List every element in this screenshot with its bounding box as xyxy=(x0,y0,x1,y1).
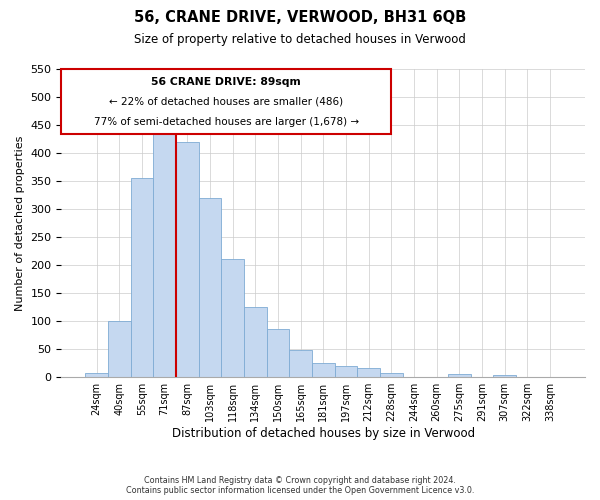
Bar xyxy=(153,128,176,377)
Bar xyxy=(335,366,357,377)
FancyBboxPatch shape xyxy=(61,69,391,134)
Text: 77% of semi-detached houses are larger (1,678) →: 77% of semi-detached houses are larger (… xyxy=(94,117,359,127)
Text: 56 CRANE DRIVE: 89sqm: 56 CRANE DRIVE: 89sqm xyxy=(151,77,301,87)
Y-axis label: Number of detached properties: Number of detached properties xyxy=(15,136,25,310)
Text: Contains public sector information licensed under the Open Government Licence v3: Contains public sector information licen… xyxy=(126,486,474,495)
Bar xyxy=(85,373,108,377)
Bar xyxy=(266,330,289,377)
Bar xyxy=(199,198,221,377)
Bar xyxy=(289,350,312,377)
Text: Size of property relative to detached houses in Verwood: Size of property relative to detached ho… xyxy=(134,32,466,46)
Text: 56, CRANE DRIVE, VERWOOD, BH31 6QB: 56, CRANE DRIVE, VERWOOD, BH31 6QB xyxy=(134,10,466,25)
Bar xyxy=(448,374,470,377)
Text: Contains HM Land Registry data © Crown copyright and database right 2024.: Contains HM Land Registry data © Crown c… xyxy=(144,476,456,485)
Bar xyxy=(493,376,516,377)
Bar xyxy=(131,178,153,377)
Bar xyxy=(380,372,403,377)
Bar xyxy=(108,321,131,377)
Bar xyxy=(176,142,199,377)
Text: ← 22% of detached houses are smaller (486): ← 22% of detached houses are smaller (48… xyxy=(109,96,343,106)
Bar xyxy=(221,260,244,377)
X-axis label: Distribution of detached houses by size in Verwood: Distribution of detached houses by size … xyxy=(172,427,475,440)
Bar xyxy=(312,363,335,377)
Bar xyxy=(244,307,266,377)
Bar xyxy=(357,368,380,377)
